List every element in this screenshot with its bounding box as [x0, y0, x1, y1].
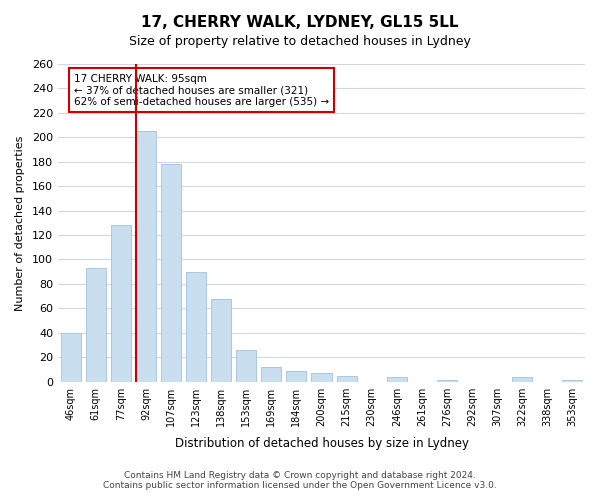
Bar [161, 164, 181, 382]
Text: Size of property relative to detached houses in Lydney: Size of property relative to detached ho… [129, 35, 471, 48]
Text: 17, CHERRY WALK, LYDNEY, GL15 5LL: 17, CHERRY WALK, LYDNEY, GL15 5LL [141, 15, 459, 30]
Bar [387, 377, 407, 382]
Bar [136, 131, 156, 382]
Bar [236, 350, 256, 382]
Y-axis label: Number of detached properties: Number of detached properties [15, 135, 25, 310]
Bar [86, 268, 106, 382]
Text: 17 CHERRY WALK: 95sqm
← 37% of detached houses are smaller (321)
62% of semi-det: 17 CHERRY WALK: 95sqm ← 37% of detached … [74, 74, 329, 106]
Bar [286, 370, 307, 382]
Bar [186, 272, 206, 382]
Bar [111, 226, 131, 382]
Text: Contains HM Land Registry data © Crown copyright and database right 2024.
Contai: Contains HM Land Registry data © Crown c… [103, 470, 497, 490]
Bar [512, 377, 532, 382]
Bar [61, 333, 80, 382]
X-axis label: Distribution of detached houses by size in Lydney: Distribution of detached houses by size … [175, 437, 469, 450]
Bar [337, 376, 356, 382]
Bar [437, 380, 457, 382]
Bar [262, 367, 281, 382]
Bar [211, 298, 231, 382]
Bar [311, 373, 332, 382]
Bar [562, 380, 583, 382]
